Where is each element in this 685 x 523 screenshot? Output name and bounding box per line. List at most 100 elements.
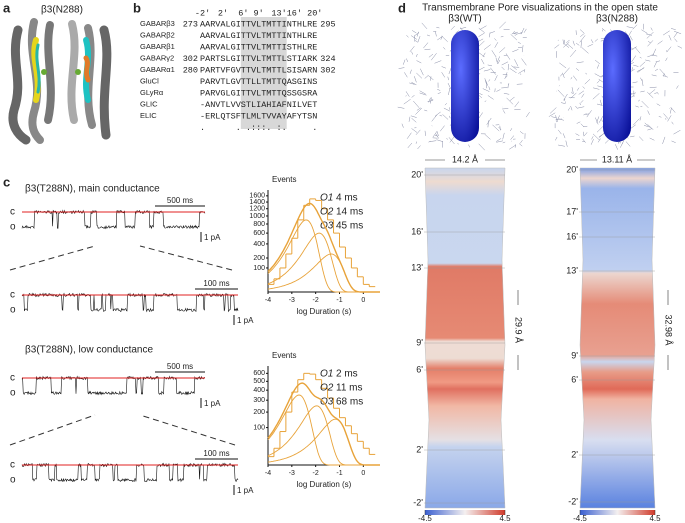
component-name: O2 bbox=[320, 383, 334, 394]
current-trace bbox=[21, 375, 206, 396]
x-tick-label: -1 bbox=[336, 470, 342, 477]
level-label: 20' bbox=[566, 164, 578, 174]
component-name: O1 bbox=[320, 369, 333, 380]
y-tick-label: 200 bbox=[253, 409, 265, 416]
y-tick-label: 1200 bbox=[249, 206, 265, 213]
y-tick-label: 500 bbox=[253, 378, 265, 385]
current-trace bbox=[21, 292, 239, 313]
level-label: 6' bbox=[571, 374, 578, 384]
open-label: o bbox=[10, 475, 16, 486]
y-tick-label: 100 bbox=[253, 265, 265, 272]
pore-length: 32.98 Å bbox=[664, 314, 674, 345]
level-label: 13' bbox=[566, 265, 578, 275]
sequence-end: 302 bbox=[320, 65, 335, 75]
level-label: -2' bbox=[568, 496, 578, 506]
current-scale-label: 1 pA bbox=[204, 399, 221, 408]
component-time: 14 ms bbox=[336, 207, 363, 218]
position-label: 20' bbox=[307, 8, 322, 18]
sequence-start: 280 bbox=[183, 65, 198, 75]
pore-profile bbox=[424, 167, 506, 509]
y-tick-label: 1600 bbox=[249, 193, 265, 200]
label-bg bbox=[445, 154, 485, 166]
sequence-name: ELIC bbox=[140, 111, 157, 120]
colorbar-label: 4.5 bbox=[499, 514, 511, 523]
pore-volume bbox=[451, 30, 479, 142]
y-tick-label: 1400 bbox=[249, 199, 265, 206]
pore-volume bbox=[603, 30, 631, 142]
current-scale-label: 1 pA bbox=[237, 316, 254, 325]
sequence: AARVALGITTVLTMTTINTHLRE bbox=[200, 31, 317, 41]
time-scale-label: 100 ms bbox=[203, 449, 229, 458]
colorbar bbox=[425, 510, 505, 515]
open-label: o bbox=[10, 388, 16, 399]
molecule-mesh bbox=[548, 23, 683, 150]
open-label: o bbox=[10, 305, 16, 316]
panel-label: a bbox=[3, 0, 11, 15]
component-name: O1 bbox=[320, 193, 333, 204]
time-scale-label: 500 ms bbox=[167, 362, 193, 371]
zoom-line bbox=[9, 245, 96, 271]
level-label: 2' bbox=[571, 449, 578, 459]
sequence-end: 324 bbox=[320, 54, 335, 64]
sequence: AARVALGITTVLTMTTINTHLRE bbox=[200, 19, 317, 29]
level-label: -2' bbox=[413, 497, 423, 507]
level-label: 9' bbox=[571, 350, 578, 360]
structure-name: β3(WT) bbox=[448, 14, 482, 25]
component-time: 68 ms bbox=[336, 397, 363, 408]
colorbar-label: 4.5 bbox=[649, 514, 661, 523]
sequence-name: GluCl bbox=[140, 76, 159, 85]
recording-title: β3(T288N), low conductance bbox=[25, 345, 153, 356]
component-name: O3 bbox=[320, 221, 334, 232]
pore-visualizations: β3(WT) 14.2 Å 20' 16' 13' 9' 6' 2' -2' 29.9 Å -4.5… bbox=[397, 14, 683, 523]
y-tick-label: 600 bbox=[253, 370, 265, 377]
position-label: 2' bbox=[218, 8, 228, 18]
sequence-name: GABARα1 bbox=[140, 65, 175, 74]
component-time: 4 ms bbox=[336, 193, 358, 204]
sequence: PARVTLGVTTLLTMTTQASGINS bbox=[200, 77, 317, 87]
x-tick-label: 0 bbox=[361, 297, 365, 304]
level-label: 16' bbox=[411, 226, 423, 236]
component-time: 45 ms bbox=[336, 221, 363, 232]
x-tick-label: 0 bbox=[361, 470, 365, 477]
zoom-line bbox=[139, 245, 233, 271]
y-tick-label: 400 bbox=[253, 387, 265, 394]
fit-total bbox=[267, 202, 380, 293]
x-tick-label: -4 bbox=[265, 470, 271, 477]
x-tick-label: -2 bbox=[313, 470, 319, 477]
sequence-name: GABARβ3 bbox=[140, 19, 175, 28]
sequence-name: GLyRα bbox=[140, 88, 164, 97]
level-label: 2' bbox=[416, 444, 423, 454]
component-time: 2 ms bbox=[336, 369, 358, 380]
shaded-columns bbox=[240, 17, 287, 129]
position-label: 16' bbox=[287, 8, 302, 18]
position-label: 6' bbox=[238, 8, 248, 18]
y-tick-label: 400 bbox=[253, 241, 265, 248]
component-name: O3 bbox=[320, 397, 334, 408]
time-scale-label: 100 ms bbox=[203, 279, 229, 288]
colorbar-label: -4.5 bbox=[418, 514, 432, 523]
closed-label: c bbox=[10, 460, 15, 471]
x-tick-label: -3 bbox=[289, 470, 295, 477]
zoom-line bbox=[139, 414, 236, 446]
sequence-start: 273 bbox=[183, 19, 198, 29]
sequence: AARVALGITTVLTMTTISTHLRE bbox=[200, 42, 317, 52]
label-bg bbox=[662, 305, 674, 355]
panel-label: b bbox=[133, 0, 141, 15]
x-tick-label: -1 bbox=[336, 297, 342, 304]
level-label: 9' bbox=[416, 337, 423, 347]
colorbar bbox=[580, 510, 655, 515]
y-tick-label: 1000 bbox=[249, 213, 265, 220]
colorbar-label: -4.5 bbox=[573, 514, 587, 523]
structure-name: β3(N288) bbox=[596, 14, 638, 25]
label-bg bbox=[597, 154, 637, 166]
fit-component bbox=[267, 253, 380, 293]
level-label: 13' bbox=[411, 262, 423, 272]
panel-title: Transmembrane Pore visualizations in the… bbox=[422, 3, 658, 14]
x-axis-label: log Duration (s) bbox=[297, 480, 352, 489]
alignment: -2' 2' 6' 9' 13' 16' 20'GABARβ3 273 AARVALGITTVL… bbox=[140, 8, 336, 133]
open-label: o bbox=[10, 222, 16, 233]
x-tick-label: -3 bbox=[289, 297, 295, 304]
y-tick-label: 300 bbox=[253, 397, 265, 404]
